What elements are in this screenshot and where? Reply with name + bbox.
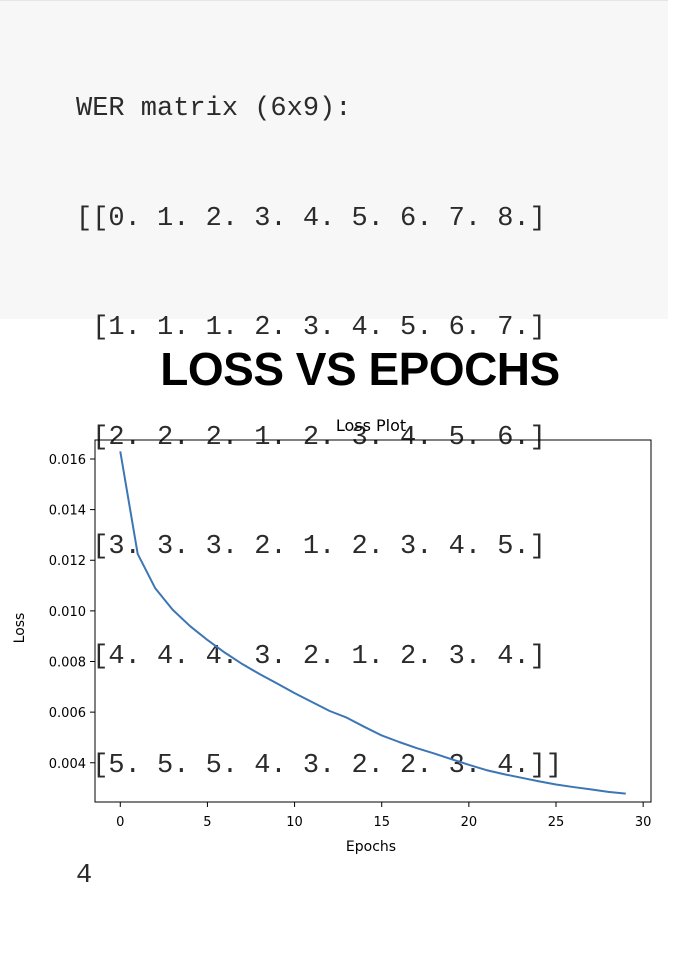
y-tick-label: 0.010 [49, 605, 86, 620]
matrix-row: [4. 4. 4. 3. 2. 1. 2. 3. 4.] [76, 641, 546, 672]
y-tick-label: 0.006 [49, 706, 86, 721]
loss-line [119, 451, 626, 795]
x-tick-label: 5 [203, 815, 211, 830]
x-axis-label: Epochs [346, 839, 396, 855]
y-tick-label: 0.014 [49, 504, 86, 519]
matrix-row: [[0. 1. 2. 3. 4. 5. 6. 7. 8.] [76, 203, 546, 234]
matrix-row: [2. 2. 2. 1. 2. 3. 4. 5. 6.] [76, 422, 546, 453]
plot-frame [94, 439, 652, 803]
x-tick-label: 15 [373, 815, 390, 830]
loss-chart: Loss Plot 0 5 10 15 20 25 30 0.0040.0060.0080.… [12, 416, 652, 855]
x-axis: 0 5 10 15 20 25 30 [116, 802, 651, 830]
x-tick-label: 30 [635, 815, 652, 830]
result-value: 4 [76, 860, 93, 891]
x-tick-label: 0 [116, 815, 124, 830]
matrix-row: [3. 3. 3. 2. 1. 2. 3. 4. 5.] [76, 532, 546, 562]
y-tick-label: 0.008 [49, 656, 86, 671]
page-heading: LOSS VS EPOCHS [160, 343, 560, 395]
x-tick-label: 25 [548, 815, 565, 830]
y-tick-label: 0.016 [49, 453, 86, 468]
y-tick-label: 0.004 [49, 757, 86, 772]
x-tick-label: 10 [286, 815, 303, 830]
x-tick-label: 20 [461, 815, 478, 830]
chart-title: Loss Plot [336, 416, 406, 435]
y-axis: 0.004 0.006 0.008 0.010 0.012 0.014 0.016 [49, 453, 95, 772]
matrix-row: [1. 1. 1. 2. 3. 4. 5. 6. 7.] [76, 313, 546, 343]
matrix-header: WER matrix (6x9): [76, 94, 352, 124]
y-axis-label: Loss [12, 613, 28, 644]
code-output-panel: WER matrix (6x9): [[0. 1. 2. 3. 4. 5. 6.… [0, 0, 668, 891]
plot-series [119, 451, 626, 795]
code-output: WER matrix (6x9): [[0. 1. 2. 3. 4. 5. 6.… [76, 18, 562, 967]
matrix-row: [5. 5. 5. 4. 3. 2. 2. 3. 4.]] [76, 751, 563, 781]
y-tick-label: 0.012 [49, 554, 86, 569]
